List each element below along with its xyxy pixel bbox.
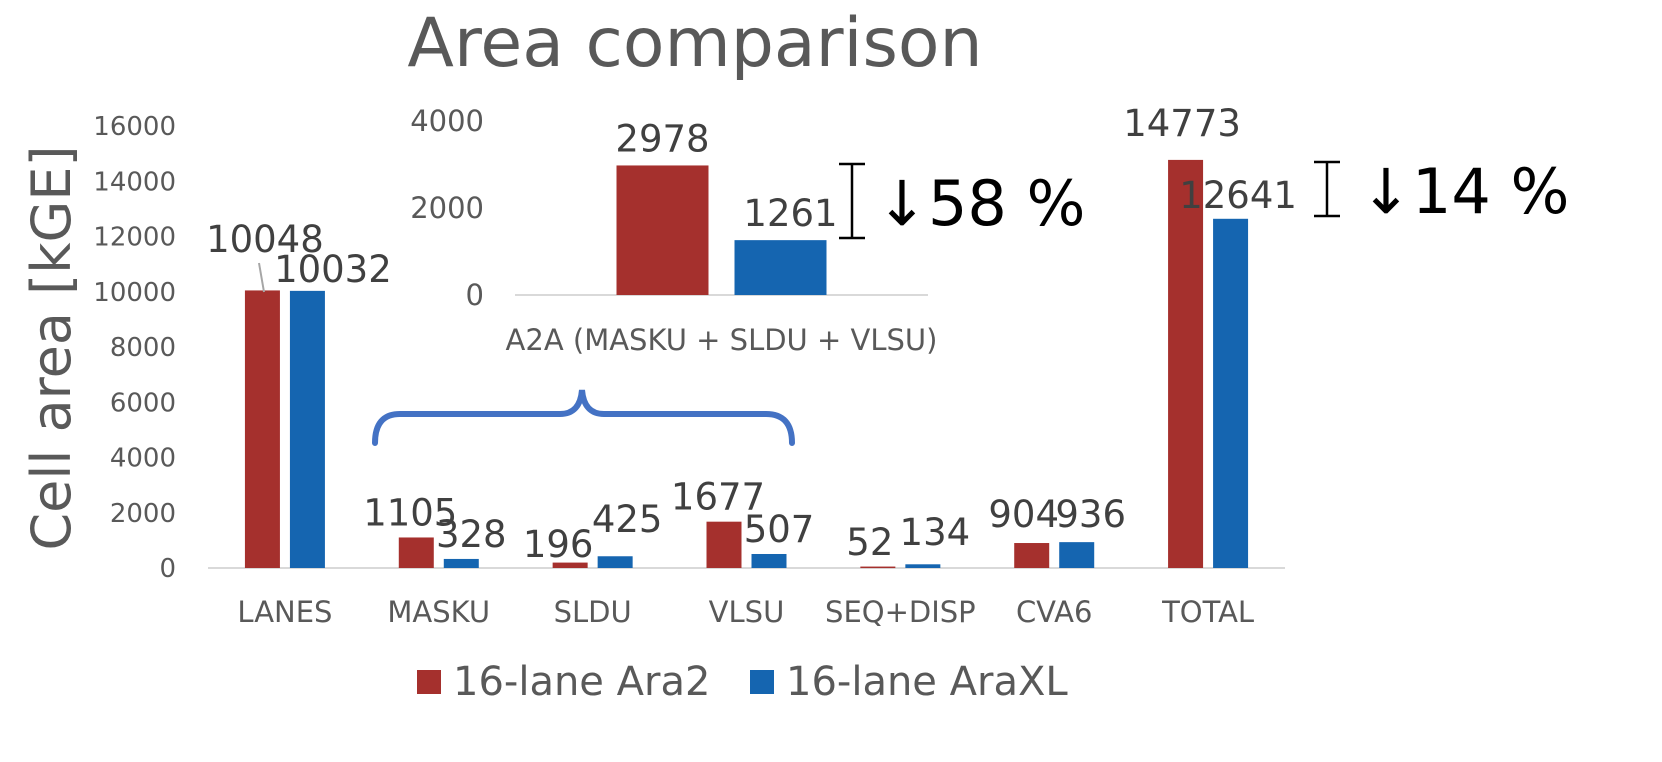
data-label: 328 <box>436 513 507 556</box>
inset-data-label: 2978 <box>615 117 709 160</box>
x-category-label: MASKU <box>387 595 490 629</box>
bar-araxl <box>905 564 941 568</box>
bar-ara2 <box>552 562 588 568</box>
data-label: 936 <box>1055 493 1126 536</box>
x-category-label: VLSU <box>709 595 785 629</box>
inset-category-label: A2A (MASKU + SLDU + VLSU) <box>506 323 938 357</box>
inset-y-tick-label: 4000 <box>410 104 484 138</box>
y-tick-label: 2000 <box>110 499 176 529</box>
bar-araxl <box>443 558 479 568</box>
x-category-label: SEQ+DISP <box>825 595 976 629</box>
data-label: 1677 <box>671 476 765 519</box>
inset-bar-araxl <box>734 240 827 295</box>
data-label: 10032 <box>274 248 392 291</box>
inset-bar-ara2 <box>616 165 709 295</box>
legend-swatch-araxl <box>750 670 774 694</box>
data-label: 14773 <box>1123 102 1241 145</box>
data-label: 425 <box>592 498 663 541</box>
y-axis-label: Cell area [kGE] <box>20 145 83 550</box>
bar-araxl <box>751 553 787 568</box>
y-tick-label: 0 <box>159 554 176 584</box>
bar-ara2 <box>1014 543 1050 568</box>
data-label: 12641 <box>1179 174 1297 217</box>
y-tick-label: 16000 <box>93 112 176 142</box>
data-label: 10048 <box>206 218 324 261</box>
x-category-label: TOTAL <box>1161 595 1254 629</box>
bar-araxl <box>1059 542 1095 568</box>
x-category-label: LANES <box>237 595 332 629</box>
y-tick-label: 6000 <box>110 388 176 418</box>
inset-reduction-label: ↓58 % <box>876 167 1085 240</box>
data-label: 1105 <box>363 491 457 534</box>
bar-ara2 <box>398 537 434 568</box>
bar-ara2 <box>860 566 896 569</box>
y-tick-label: 8000 <box>110 333 176 363</box>
x-category-label: CVA6 <box>1016 595 1093 629</box>
data-label: 196 <box>523 523 594 566</box>
chart-title: Area comparison <box>407 4 982 83</box>
data-label: 507 <box>744 508 815 551</box>
y-tick-label: 4000 <box>110 444 176 474</box>
data-label: 904 <box>988 493 1059 536</box>
x-category-label: SLDU <box>554 595 632 629</box>
inset-y-tick-label: 0 <box>466 278 484 312</box>
bar-ara2 <box>244 290 280 568</box>
y-tick-label: 14000 <box>93 167 176 197</box>
inset-data-label: 1261 <box>743 192 837 235</box>
bar-ara2 <box>1168 159 1204 568</box>
y-tick-label: 12000 <box>93 223 176 253</box>
bar-araxl <box>1213 218 1249 569</box>
y-tick-label: 10000 <box>93 278 176 308</box>
bar-ara2 <box>706 521 742 568</box>
bar-araxl <box>289 290 325 568</box>
legend-swatch-ara2 <box>417 670 441 694</box>
leader-line <box>258 262 265 293</box>
data-label: 52 <box>846 521 893 564</box>
total-reduction-label: ↓14 % <box>1360 155 1569 228</box>
bar-araxl <box>597 556 633 568</box>
grouping-brace <box>372 389 795 446</box>
legend-label-araxl: 16-lane AraXL <box>786 659 1068 705</box>
inset-y-tick-label: 2000 <box>410 191 484 225</box>
data-label: 134 <box>900 511 971 554</box>
legend-label-ara2: 16-lane Ara2 <box>453 659 710 705</box>
